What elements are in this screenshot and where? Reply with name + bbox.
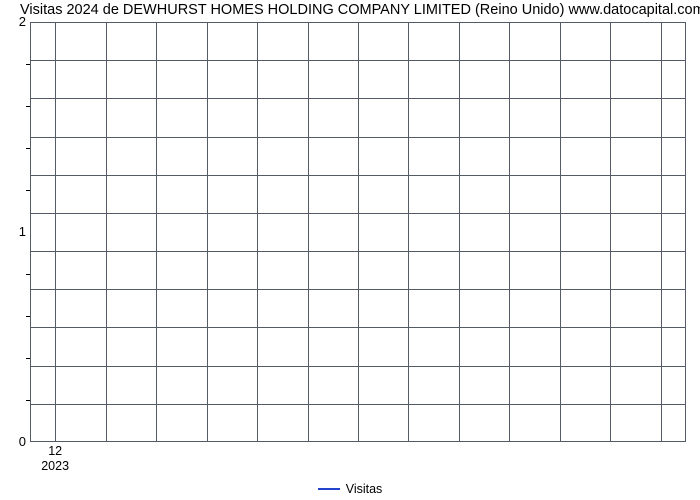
horizontal-gridline bbox=[30, 60, 686, 61]
horizontal-gridline bbox=[30, 289, 686, 290]
x-axis-tick-label: 12 bbox=[48, 444, 62, 458]
vertical-gridline bbox=[106, 22, 107, 442]
vertical-gridline bbox=[459, 22, 460, 442]
y-axis-tick-label: 2 bbox=[6, 14, 26, 29]
vertical-gridline bbox=[308, 22, 309, 442]
horizontal-gridline bbox=[30, 98, 686, 99]
horizontal-gridline bbox=[30, 175, 686, 176]
vertical-gridline bbox=[156, 22, 157, 442]
y-axis-minor-tick bbox=[26, 358, 30, 359]
plot-area bbox=[30, 22, 686, 442]
y-axis-tick-label: 0 bbox=[6, 434, 26, 449]
chart-title: Visitas 2024 de DEWHURST HOMES HOLDING C… bbox=[20, 2, 700, 18]
legend: Visitas bbox=[0, 482, 700, 496]
horizontal-gridline bbox=[30, 366, 686, 367]
y-axis-minor-tick bbox=[26, 190, 30, 191]
vertical-gridline bbox=[661, 22, 662, 442]
vertical-gridline bbox=[509, 22, 510, 442]
vertical-gridline bbox=[408, 22, 409, 442]
y-axis-minor-tick bbox=[26, 106, 30, 107]
y-axis-minor-tick bbox=[26, 400, 30, 401]
vertical-gridline bbox=[207, 22, 208, 442]
vertical-gridline bbox=[358, 22, 359, 442]
y-axis-minor-tick bbox=[26, 64, 30, 65]
horizontal-gridline bbox=[30, 327, 686, 328]
horizontal-gridline bbox=[30, 251, 686, 252]
vertical-gridline bbox=[610, 22, 611, 442]
y-axis-minor-tick bbox=[26, 316, 30, 317]
vertical-gridline bbox=[55, 22, 56, 442]
y-axis-tick-label: 1 bbox=[6, 224, 26, 239]
x-axis-year-label: 2023 bbox=[41, 459, 69, 473]
y-axis-minor-tick bbox=[26, 148, 30, 149]
horizontal-gridline bbox=[30, 213, 686, 214]
vertical-gridline bbox=[257, 22, 258, 442]
vertical-gridline bbox=[560, 22, 561, 442]
y-axis-minor-tick bbox=[26, 274, 30, 275]
legend-label-visitas: Visitas bbox=[346, 482, 383, 496]
legend-swatch-visitas bbox=[318, 488, 340, 490]
horizontal-gridline bbox=[30, 404, 686, 405]
horizontal-gridline bbox=[30, 137, 686, 138]
